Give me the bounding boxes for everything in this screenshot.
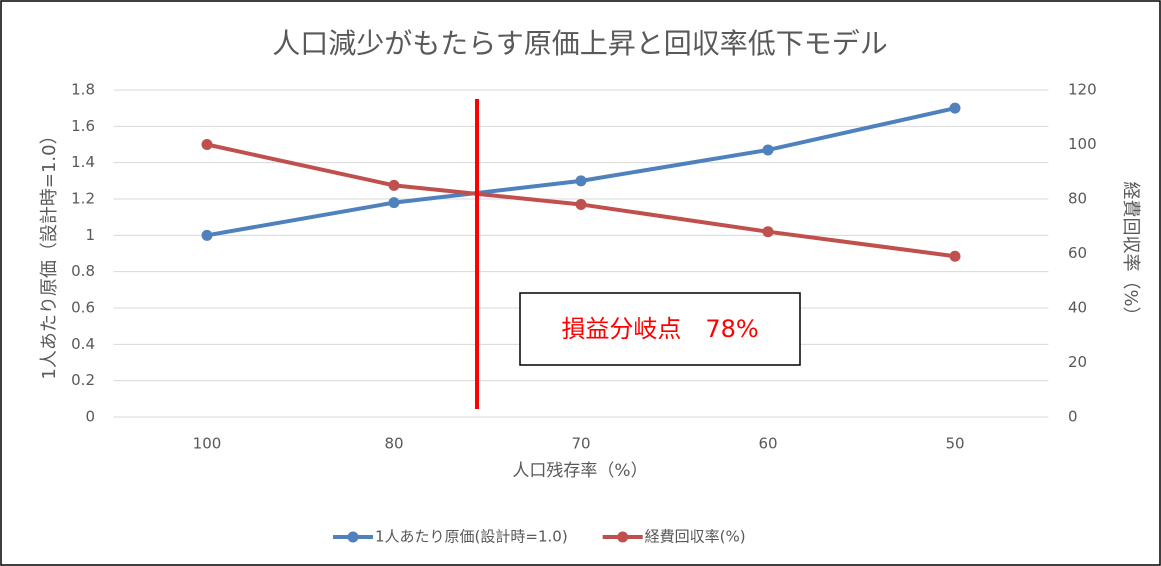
x-tick-label: 80 — [384, 435, 403, 453]
data-point — [201, 229, 213, 241]
data-point — [949, 102, 961, 114]
x-tick-label: 50 — [945, 435, 964, 453]
y2-tick-label: 20 — [1068, 353, 1087, 371]
data-point — [575, 198, 587, 210]
legend-marker — [347, 531, 359, 543]
y2-tick-label: 60 — [1068, 244, 1087, 262]
y2-tick-label: 40 — [1068, 299, 1087, 317]
y-tick-label: 0.8 — [71, 262, 95, 280]
y-tick-label: 1.8 — [71, 81, 95, 99]
x-tick-label: 70 — [571, 435, 590, 453]
data-point — [388, 197, 400, 209]
y-tick-label: 0 — [85, 408, 95, 426]
legend-label: 1人あたり原価(設計時=1.0) — [375, 528, 568, 546]
data-point — [201, 139, 213, 150]
annotation: 損益分岐点 78% — [561, 315, 758, 343]
data-point — [762, 226, 774, 238]
y-tick-label: 1.2 — [71, 190, 95, 208]
y2-tick-label: 80 — [1068, 190, 1087, 208]
y-tick-label: 0.6 — [71, 299, 95, 317]
legend-marker — [617, 531, 629, 543]
chart-title: 人口減少がもたらす原価上昇と回収率低下モデル — [272, 27, 887, 60]
x-tick-label: 100 — [193, 435, 222, 453]
x-axis-title: 人口残存率（%） — [512, 461, 647, 481]
y2-tick-label: 100 — [1068, 135, 1097, 153]
y2-tick-label: 120 — [1068, 81, 1097, 99]
y-tick-label: 1 — [85, 226, 95, 244]
y-tick-label: 1.4 — [71, 153, 95, 171]
y-tick-label: 1.6 — [71, 117, 95, 135]
annotation-box — [519, 292, 801, 366]
y-tick-label: 0.2 — [71, 371, 95, 389]
y2-axis-title: 経費回収率（%） — [1120, 181, 1141, 324]
data-point — [762, 144, 774, 156]
data-point — [949, 250, 961, 262]
y2-tick-label: 0 — [1068, 408, 1078, 426]
y-tick-label: 0.4 — [71, 335, 95, 353]
legend-label: 経費回収率(%) — [645, 528, 746, 546]
x-tick-label: 60 — [758, 435, 777, 453]
data-point — [575, 175, 587, 187]
data-point — [388, 179, 400, 191]
y-axis-title: 1人あたり原価（設計時=1.0） — [39, 126, 60, 379]
